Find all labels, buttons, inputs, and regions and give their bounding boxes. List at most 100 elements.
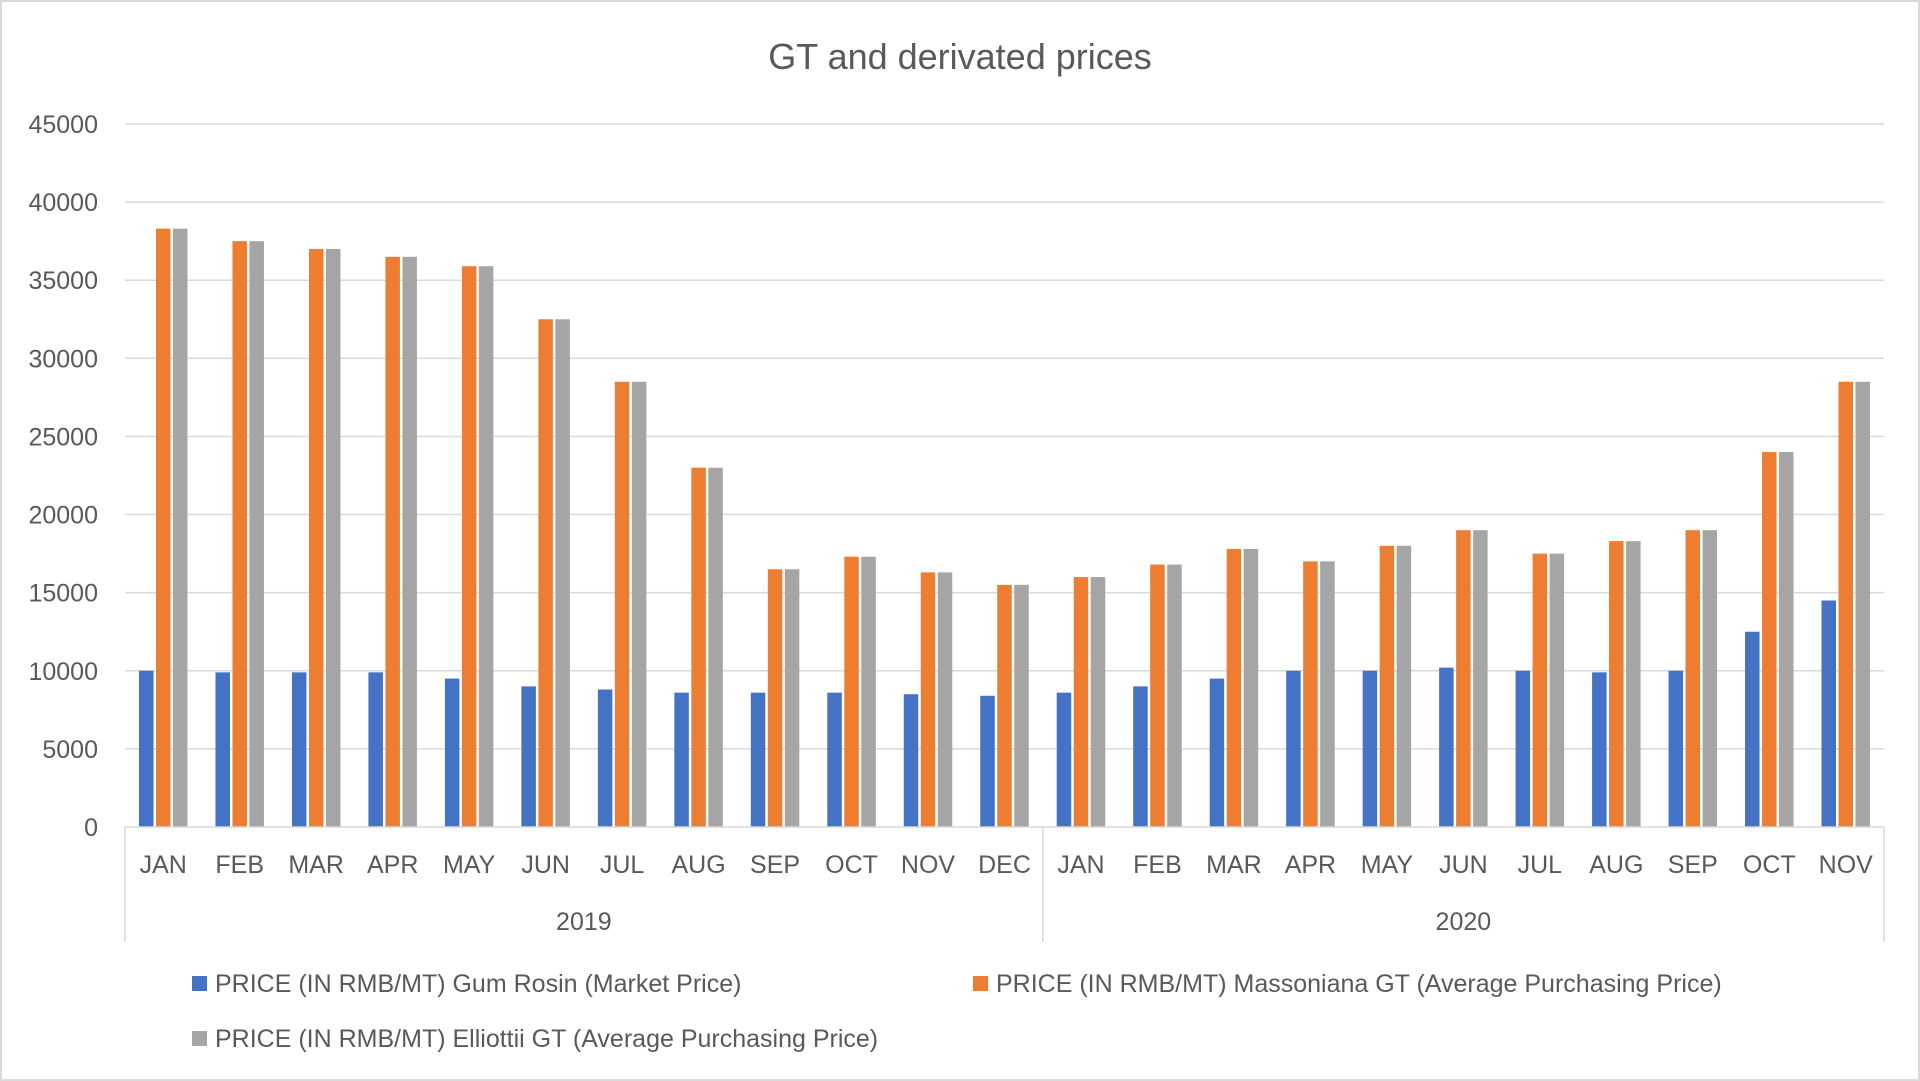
x-tick-label: DEC [978,851,1031,879]
bar [1626,541,1641,827]
bar [1532,553,1548,827]
x-tick-label: AUG [671,851,725,879]
bars [138,228,1871,827]
bar [172,228,188,827]
gridlines [125,123,1884,750]
bar [1090,577,1106,827]
x-tick-label: JUL [600,851,645,879]
bar [997,584,1012,827]
bar [1286,670,1301,827]
x-tick-label: JAN [140,851,187,879]
bar [1379,545,1395,827]
bar [1320,561,1335,827]
bar [402,256,417,827]
bar [1668,670,1684,827]
x-tick-label: JUN [521,851,570,879]
y-tick-label: 30000 [28,345,98,373]
bar [1133,686,1148,827]
bar [555,319,570,827]
bar [325,248,341,827]
x-axis: JAN FEB MAR APR MAY JUN JUL AUG SEP OCT NOV DEC JAN F… [124,826,1885,942]
bar [385,256,400,827]
bar [631,381,647,827]
x-tick-label: OCT [1743,851,1796,879]
bar [920,572,936,827]
group-label: 2019 [556,908,612,936]
x-tick-label: NOV [901,851,956,879]
chart-title: GT and derivated prices [768,36,1152,77]
bar [1473,530,1488,827]
bar [784,569,800,827]
x-tick-label: MAY [1361,851,1414,879]
bar [308,248,324,827]
bar [1456,530,1471,827]
bar [1396,545,1412,827]
bar [1515,670,1531,827]
x-tick-label: JUL [1518,851,1563,879]
y-tick-label: 20000 [28,502,98,530]
bar [155,228,171,827]
y-tick-label: 10000 [28,658,98,686]
x-tick-label: MAR [1206,851,1262,879]
bar [1056,692,1072,827]
y-tick-label: 0 [84,814,98,842]
legend-label: PRICE (IN RMB/MT) Gum Rosin (Market Pric… [215,970,741,998]
bar [478,266,494,827]
legend-swatch [192,976,207,991]
bar [1167,564,1182,827]
bar [861,556,876,827]
y-tick-label: 25000 [28,423,98,451]
bar [767,569,783,827]
x-tick-label: JUN [1439,851,1488,879]
bar [614,381,630,827]
bar [538,319,553,827]
bar [291,672,307,827]
y-tick-label: 40000 [28,189,98,217]
bar [1243,548,1259,827]
bar [937,572,953,827]
bar [597,689,613,827]
x-tick-label: MAR [288,851,344,879]
legend-swatch [192,1031,207,1046]
group-label: 2020 [1436,908,1492,936]
y-tick-label: 15000 [28,580,98,608]
y-tick-label: 5000 [42,736,98,764]
bar [1362,670,1378,827]
bar [1549,553,1565,827]
bar [1073,577,1089,827]
y-tick-label: 45000 [28,111,98,139]
bar [980,695,995,827]
x-tick-label: AUG [1589,851,1643,879]
bar [368,672,383,827]
bar [521,686,536,827]
bar [708,467,723,827]
bar [1592,672,1607,827]
bar [138,670,154,827]
bar [1209,678,1225,827]
bar [1745,631,1760,827]
bar [1226,548,1242,827]
bar [1685,530,1701,827]
y-axis-ticks: 0 5000 10000 15000 20000 25000 30000 35000 40000… [28,111,98,842]
bar [844,556,859,827]
y-tick-label: 35000 [28,267,98,295]
bar [1762,452,1777,827]
bar [691,467,706,827]
bar [1702,530,1718,827]
bar [903,694,919,827]
bar [1150,564,1165,827]
x-tick-label: NOV [1819,851,1874,879]
bar [249,241,264,827]
bar [1855,381,1871,827]
x-tick-label: APR [1285,851,1336,879]
x-tick-label: FEB [215,851,264,879]
bar [1303,561,1318,827]
x-tick-label: MAY [443,851,496,879]
bar [1609,541,1624,827]
bar [827,692,842,827]
bar [1838,381,1854,827]
x-tick-label: SEP [1668,851,1718,879]
legend-label: PRICE (IN RMB/MT) Massoniana GT (Average… [996,970,1722,998]
